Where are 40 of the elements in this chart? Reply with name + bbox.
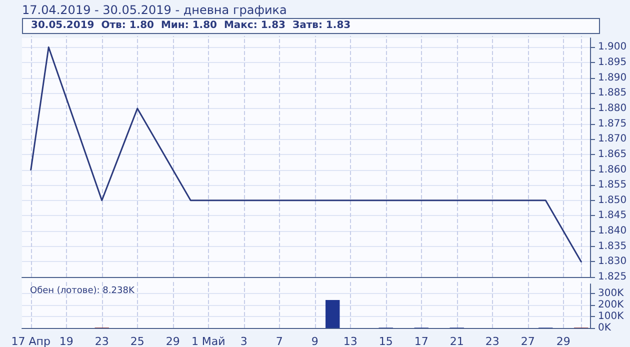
x-tick-label: 29	[556, 335, 570, 347]
x-tick-label: 21	[450, 335, 464, 347]
y-tick-label: 1.895	[598, 57, 627, 68]
x-tick-label: 3	[240, 335, 248, 347]
y-tick-label: 100K	[598, 310, 624, 322]
x-tick-label: 9	[311, 335, 318, 347]
y-tick-label: 1.875	[598, 118, 627, 130]
x-tick-label: 15	[378, 335, 393, 347]
y-tick-label: 1.850	[598, 194, 627, 206]
x-tick-label: 17 Апр	[11, 335, 50, 347]
y-tick-label: 1.870	[598, 134, 627, 145]
y-tick-label: 1.885	[598, 88, 627, 99]
y-tick-label: 1.835	[598, 240, 627, 252]
annotation: Обен (лотове): 8.238K	[30, 286, 134, 296]
y-tick-label: 1.845	[598, 210, 627, 222]
y-tick-label: 1.865	[598, 148, 627, 160]
x-tick-label: 19	[59, 335, 74, 347]
x-tick-label: 23	[94, 335, 109, 347]
y-tick-label: 1.860	[598, 164, 627, 176]
y-tick-label: 1.830	[598, 256, 627, 268]
y-tick-label: 300K	[598, 288, 624, 299]
chart-subtitle: 30.05.2019 Отв: 1.80 Мин: 1.80 Макс: 1.83 Затв: 1.83	[22, 18, 600, 34]
y-tick-label: 1.825	[598, 272, 627, 282]
y-tick-label: 1.880	[598, 102, 627, 114]
y-tick-label: 1.890	[598, 72, 627, 84]
x-tick-label: 17	[414, 335, 428, 347]
y-tick-label: 1.840	[598, 226, 627, 237]
y-tick-label: 1.855	[598, 180, 627, 191]
y-tick-label: 0K	[598, 322, 612, 334]
y-tick-label: 200K	[598, 299, 624, 310]
y-tick-label: 1.900	[598, 42, 627, 53]
x-tick-label: 1 Май	[191, 335, 226, 347]
chart-title: 17.04.2019 - 30.05.2019 - дневна графика	[22, 3, 287, 17]
x-tick-label: 7	[276, 335, 283, 347]
x-tick-label: 13	[343, 335, 358, 347]
line-series	[30, 46, 582, 262]
x-tick-label: 27	[520, 335, 535, 347]
x-tick-label: 23	[485, 335, 500, 347]
x-tick-label: 25	[130, 335, 144, 347]
x-tick-label: 29	[166, 335, 180, 347]
